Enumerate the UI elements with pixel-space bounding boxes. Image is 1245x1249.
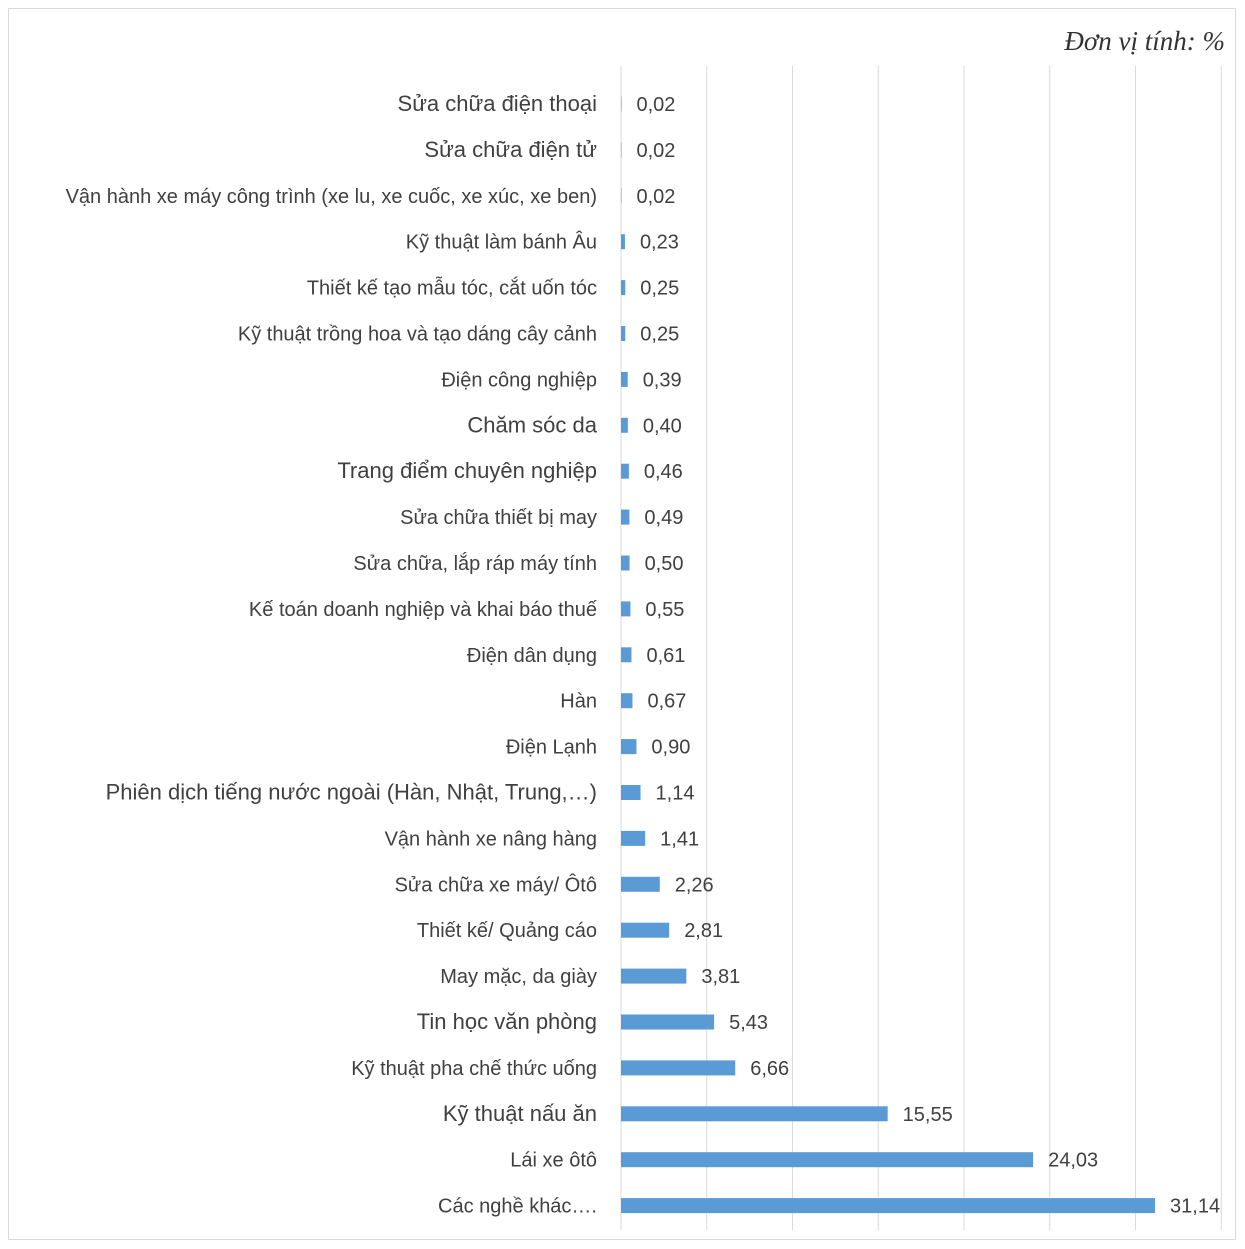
category-label: Lái xe ôtô — [510, 1150, 597, 1172]
bar — [621, 830, 646, 846]
category-label: Phiên dịch tiếng nước ngoài (Hàn, Nhật, … — [106, 780, 597, 805]
data-label: 0,02 — [637, 140, 676, 162]
data-label: 5,43 — [729, 1012, 768, 1034]
category-label: Các nghề khác…. — [438, 1196, 597, 1218]
category-label: Điện Lạnh — [506, 737, 597, 759]
category-label: Chăm sóc da — [467, 412, 597, 437]
bar — [621, 1198, 1156, 1214]
bar — [621, 1152, 1034, 1168]
category-label: Kế toán doanh nghiệp và khai báo thuế — [249, 599, 597, 621]
data-label: 0,46 — [644, 461, 683, 483]
category-label: Vận hành xe nâng hàng — [385, 828, 597, 850]
bar — [621, 1014, 715, 1030]
data-label: 31,14 — [1170, 1196, 1220, 1218]
data-label: 24,03 — [1048, 1150, 1098, 1172]
category-label: Kỹ thuật pha chế thức uống — [351, 1058, 597, 1080]
category-label: Kỹ thuật nấu ăn — [443, 1101, 597, 1126]
category-label: Sửa chữa xe máy/ Ôtô — [395, 873, 597, 896]
bar — [621, 785, 641, 800]
data-label: 1,41 — [660, 828, 699, 850]
data-label: 1,14 — [656, 783, 695, 805]
chart-frame — [8, 8, 1236, 1240]
data-label: 0,40 — [643, 415, 682, 437]
data-label: 0,55 — [645, 599, 684, 621]
bar — [621, 693, 633, 709]
category-label: Tin học văn phòng — [417, 1009, 597, 1034]
bar — [621, 647, 632, 663]
category-label: Điện dân dụng — [467, 645, 597, 667]
data-label: 0,50 — [645, 553, 684, 575]
bar — [621, 234, 625, 250]
category-label: Sửa chữa thiết bị may — [400, 507, 597, 529]
category-label: Điện công nghiệp — [441, 369, 597, 391]
data-label: 0,02 — [637, 94, 676, 116]
bar — [621, 188, 622, 204]
category-label: Hàn — [560, 691, 597, 713]
bar — [621, 96, 622, 112]
data-label: 0,61 — [646, 645, 685, 667]
data-label: 0,67 — [647, 691, 686, 713]
data-label: 6,66 — [750, 1058, 789, 1080]
category-label: Sửa chữa điện tử — [424, 137, 597, 162]
data-label: 2,26 — [675, 874, 714, 896]
data-label: 3,81 — [701, 966, 740, 988]
bar — [621, 142, 622, 158]
category-label: Sửa chữa điện thoại — [398, 91, 597, 116]
category-label: Kỹ thuật làm bánh Âu — [406, 231, 597, 254]
bar — [621, 739, 637, 755]
category-label: Thiết kế/ Quảng cáo — [417, 920, 597, 942]
bar — [621, 601, 631, 617]
bar — [621, 968, 687, 984]
data-label: 0,23 — [640, 232, 679, 254]
bar — [621, 555, 630, 571]
bar — [621, 1106, 888, 1122]
bar — [621, 326, 626, 341]
data-label: 2,81 — [684, 920, 723, 942]
unit-label: Đơn vị tính: % — [1064, 26, 1225, 56]
data-label: 0,25 — [640, 324, 679, 346]
bar — [621, 922, 670, 938]
data-label: 0,25 — [640, 278, 679, 300]
category-label: Vận hành xe máy công trình (xe lu, xe cu… — [66, 186, 597, 208]
category-label: Thiết kế tạo mẫu tóc, cắt uốn tóc — [307, 277, 597, 300]
data-label: 0,02 — [637, 186, 676, 208]
data-label: 0,49 — [644, 507, 683, 529]
category-label: May mặc, da giày — [440, 966, 597, 988]
bar — [621, 371, 628, 387]
bar — [621, 876, 660, 892]
data-label: 0,90 — [651, 737, 690, 759]
bar — [621, 280, 626, 296]
category-label: Trang điểm chuyên nghiệp — [337, 458, 597, 483]
category-label: Kỹ thuật trồng hoa và tạo dáng cây cảnh — [238, 324, 597, 346]
category-label: Sửa chữa, lắp ráp máy tính — [353, 552, 597, 575]
bar — [621, 509, 630, 525]
data-label: 15,55 — [903, 1104, 953, 1126]
data-label: 0,39 — [643, 369, 682, 391]
bar — [621, 417, 628, 433]
bar — [621, 1060, 736, 1076]
bar — [621, 463, 629, 479]
